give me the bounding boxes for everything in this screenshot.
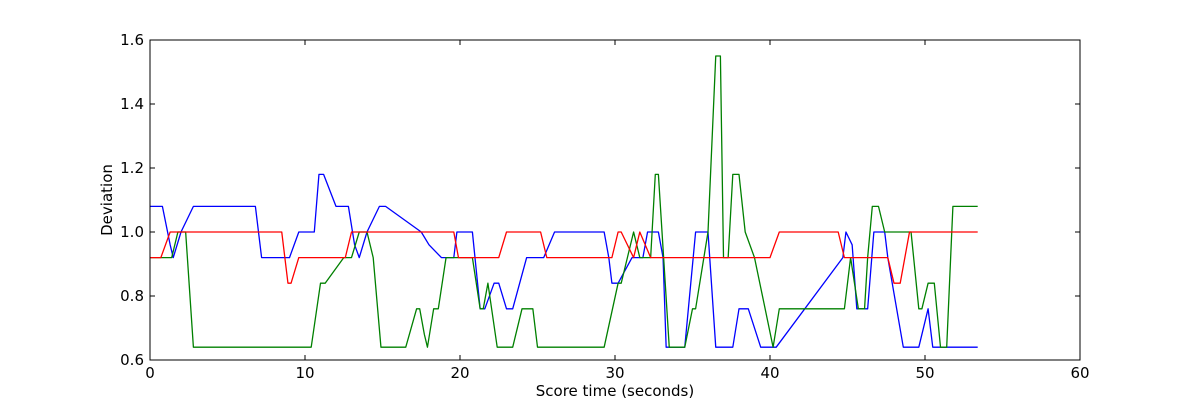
y-tick-label: 1.6 [120, 31, 144, 49]
x-tick-label: 20 [450, 364, 469, 382]
y-axis-ticks: 0.6 0.8 1.0 1.2 1.4 1.6 [120, 31, 1080, 369]
y-tick-label: 0.8 [120, 287, 144, 305]
x-tick-label: 30 [605, 364, 624, 382]
series-layer [150, 55, 978, 348]
x-tick-label: 60 [1070, 364, 1089, 382]
x-axis-label: Score time (seconds) [536, 382, 694, 400]
series-line-green [150, 55, 978, 348]
x-tick-label: 50 [915, 364, 934, 382]
y-axis-label: Deviation [98, 164, 116, 236]
x-tick-label: 0 [145, 364, 155, 382]
y-tick-label: 0.6 [120, 351, 144, 369]
x-tick-label: 10 [295, 364, 314, 382]
series-line-red [150, 231, 978, 284]
series-line-blue [150, 173, 978, 348]
y-tick-label: 1.4 [120, 95, 144, 113]
y-tick-label: 1.0 [120, 223, 144, 241]
plot-frame [149, 39, 1081, 361]
x-tick-label: 40 [760, 364, 779, 382]
y-tick-label: 1.2 [120, 159, 144, 177]
x-axis-ticks: 0 10 20 30 40 50 60 [145, 40, 1090, 382]
